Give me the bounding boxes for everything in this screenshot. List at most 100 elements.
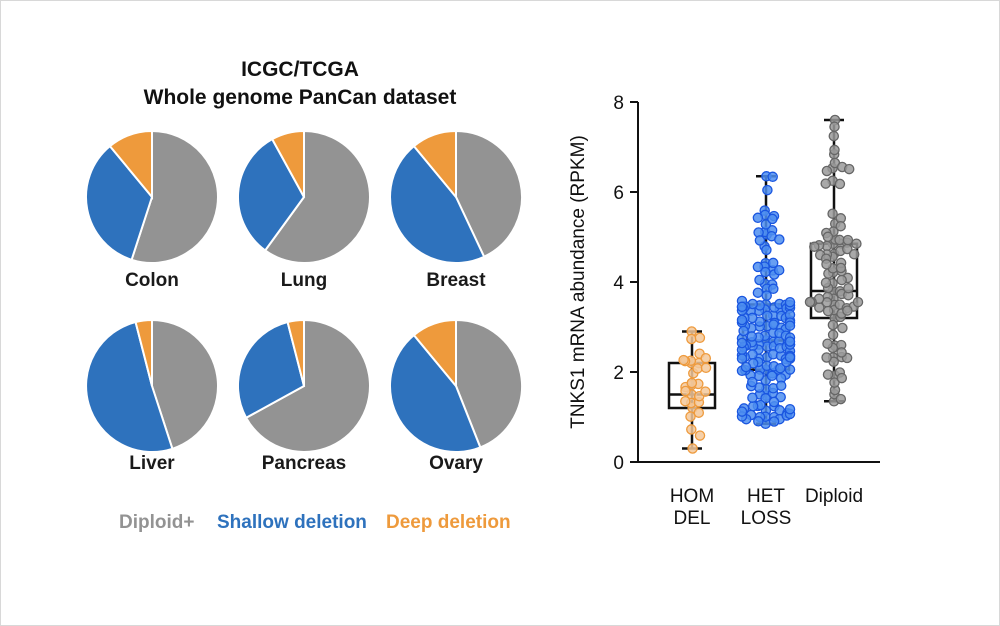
y-tick-label: 4 bbox=[613, 273, 624, 294]
data-point bbox=[687, 443, 698, 454]
data-point bbox=[686, 333, 697, 345]
data-point bbox=[752, 261, 764, 273]
data-point bbox=[842, 234, 854, 246]
data-point bbox=[821, 165, 833, 177]
data-point bbox=[693, 407, 705, 418]
pie-label-ovary: Ovary bbox=[429, 453, 483, 474]
x-tick-label: HET bbox=[747, 486, 785, 507]
data-point bbox=[774, 234, 785, 245]
data-point bbox=[747, 376, 758, 388]
data-point bbox=[784, 336, 796, 347]
data-point bbox=[835, 393, 847, 405]
data-point bbox=[753, 416, 764, 427]
data-point bbox=[836, 274, 847, 286]
data-point bbox=[822, 305, 834, 317]
pie-slice-lung-deep bbox=[270, 129, 305, 198]
data-point bbox=[746, 331, 758, 342]
data-point bbox=[694, 332, 706, 344]
x-tick-label: HOM bbox=[670, 486, 714, 507]
figure-title-line2: Whole genome PanCan dataset bbox=[143, 86, 457, 109]
pie-slice-ovary-shallow bbox=[389, 333, 482, 453]
pie-slice-colon-shallow bbox=[85, 144, 154, 262]
data-point bbox=[784, 320, 796, 331]
y-axis-label: TNKS1 mRNA abundance (RPKM) bbox=[568, 135, 589, 429]
data-point bbox=[761, 244, 772, 256]
data-point bbox=[775, 362, 786, 374]
data-point bbox=[836, 347, 847, 358]
data-point bbox=[848, 248, 860, 260]
data-point bbox=[842, 305, 853, 316]
data-point bbox=[809, 241, 820, 252]
data-point bbox=[836, 372, 848, 384]
data-point bbox=[843, 282, 854, 294]
data-point bbox=[752, 287, 764, 298]
data-point bbox=[762, 184, 773, 196]
data-point bbox=[736, 337, 748, 349]
data-point bbox=[773, 264, 785, 276]
data-point bbox=[754, 235, 766, 246]
pie-label-colon: Colon bbox=[125, 270, 179, 291]
data-point bbox=[762, 310, 773, 322]
data-point bbox=[784, 352, 796, 363]
pie-charts bbox=[85, 129, 523, 453]
data-point bbox=[740, 361, 752, 373]
data-point bbox=[827, 319, 839, 331]
pie-slice-ovary-deep bbox=[412, 318, 457, 389]
pie-slice-pancreas-shallow bbox=[236, 320, 306, 420]
x-tick-label: DEL bbox=[674, 508, 711, 529]
data-point bbox=[761, 290, 772, 301]
data-point bbox=[851, 238, 862, 249]
data-point bbox=[754, 274, 765, 286]
data-point bbox=[822, 369, 834, 380]
data-point bbox=[736, 353, 748, 364]
figure-title-line1: ICGC/TCGA bbox=[241, 58, 359, 81]
data-point bbox=[843, 163, 855, 175]
data-point bbox=[768, 396, 780, 408]
x-tick-label: Diploid bbox=[805, 486, 863, 507]
data-point bbox=[760, 393, 771, 404]
pie-label-liver: Liver bbox=[129, 453, 175, 474]
data-point bbox=[835, 220, 846, 232]
data-point bbox=[686, 377, 698, 389]
data-point bbox=[827, 208, 838, 219]
data-point bbox=[829, 121, 840, 132]
pie-slice-breast-diploid bbox=[455, 129, 523, 259]
pie-slice-colon-diploid bbox=[130, 129, 219, 264]
data-point bbox=[686, 424, 697, 435]
data-point bbox=[700, 386, 711, 397]
legend-deep-deletion: Deep deletion bbox=[386, 512, 511, 533]
pie-label-lung: Lung bbox=[280, 270, 328, 291]
data-point bbox=[775, 380, 787, 391]
data-point bbox=[820, 178, 831, 189]
pie-slice-breast-deep bbox=[412, 129, 457, 200]
data-point bbox=[768, 416, 780, 427]
data-point bbox=[820, 277, 832, 288]
y-tick-label: 2 bbox=[613, 363, 624, 384]
box-group-hom-del bbox=[667, 326, 717, 454]
y-tick-label: 0 bbox=[613, 453, 624, 474]
pie-slice-breast-shallow bbox=[389, 144, 486, 264]
data-point bbox=[827, 329, 839, 341]
y-tick-label: 8 bbox=[613, 93, 624, 114]
data-point bbox=[752, 212, 764, 224]
data-point bbox=[694, 430, 706, 441]
data-point bbox=[736, 406, 748, 417]
data-point bbox=[700, 362, 712, 374]
data-point bbox=[821, 259, 832, 270]
data-point bbox=[834, 178, 846, 190]
data-point bbox=[768, 283, 779, 295]
data-point bbox=[767, 171, 778, 183]
data-point bbox=[738, 325, 749, 337]
data-point bbox=[678, 354, 689, 366]
legend-shallow-deletion: Shallow deletion bbox=[217, 512, 367, 533]
data-point bbox=[822, 338, 833, 349]
box-group-het-loss bbox=[736, 171, 796, 430]
data-point bbox=[837, 322, 848, 334]
data-point bbox=[784, 403, 796, 415]
pie-slice-lung-shallow bbox=[237, 137, 306, 252]
data-point bbox=[804, 296, 816, 308]
data-point bbox=[680, 395, 691, 407]
pie-label-pancreas: Pancreas bbox=[261, 453, 347, 474]
data-point bbox=[829, 144, 840, 156]
